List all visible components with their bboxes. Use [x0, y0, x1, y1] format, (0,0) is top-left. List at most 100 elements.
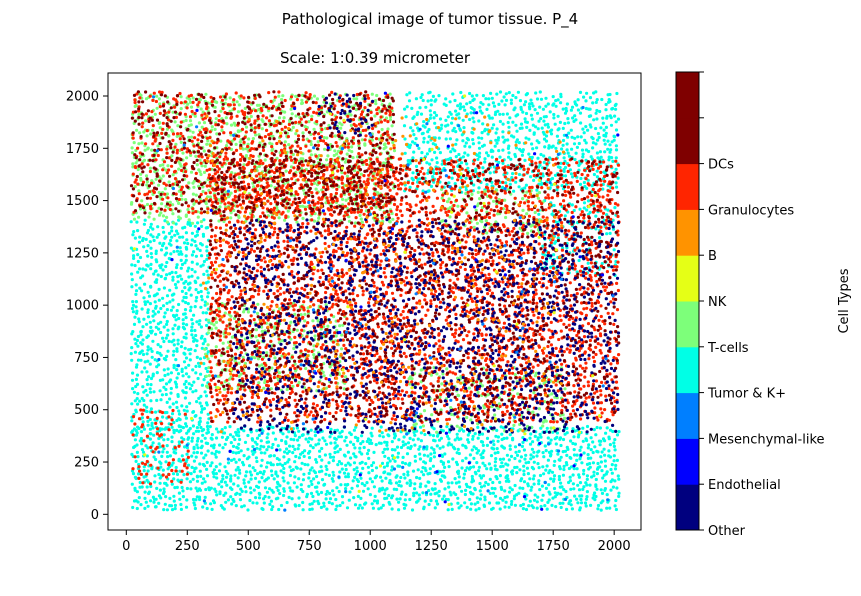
data-point: [132, 322, 137, 326]
data-point: [416, 499, 420, 503]
data-point: [258, 447, 262, 451]
data-point: [462, 472, 466, 476]
data-point: [573, 114, 577, 118]
data-point: [363, 483, 367, 487]
data-point: [408, 436, 412, 440]
data-point: [161, 468, 165, 472]
data-point: [162, 508, 166, 512]
data-point: [149, 383, 153, 387]
data-point: [507, 151, 511, 155]
data-point: [303, 319, 307, 323]
data-point: [138, 131, 142, 135]
data-point: [595, 108, 599, 113]
data-point: [529, 175, 533, 179]
data-point: [209, 464, 213, 468]
data-point: [510, 469, 515, 473]
data-point: [435, 502, 440, 506]
data-point: [153, 112, 157, 116]
data-point: [179, 258, 183, 262]
data-point: [229, 441, 233, 445]
data-point: [175, 472, 180, 476]
data-point: [336, 463, 340, 467]
data-point: [345, 443, 349, 447]
data-point: [272, 98, 276, 102]
data-point: [288, 486, 292, 490]
data-point: [575, 453, 579, 457]
data-point: [459, 105, 463, 109]
data-point: [433, 487, 437, 491]
data-point: [503, 505, 507, 509]
data-point: [544, 115, 548, 119]
data-point: [377, 507, 381, 511]
data-point: [511, 189, 516, 193]
data-point: [413, 433, 417, 437]
data-point: [346, 450, 350, 454]
data-point: [189, 105, 194, 109]
data-point: [187, 375, 191, 379]
data-point: [483, 464, 487, 468]
data-point: [355, 478, 359, 482]
data-point: [187, 463, 191, 467]
data-point: [527, 152, 531, 156]
data-point: [161, 163, 165, 167]
data-point: [340, 123, 344, 127]
data-point: [531, 147, 535, 151]
data-point: [192, 432, 196, 436]
data-point: [132, 254, 136, 258]
data-point: [571, 175, 575, 179]
data-point: [445, 367, 449, 371]
data-point: [414, 164, 419, 168]
data-point: [307, 476, 311, 480]
data-point: [385, 447, 390, 451]
data-point: [151, 339, 155, 343]
data-point: [529, 98, 533, 102]
data-point: [576, 108, 581, 112]
data-point: [446, 123, 450, 127]
data-point: [498, 480, 502, 484]
data-point: [194, 429, 198, 433]
data-point: [133, 263, 137, 268]
data-point: [433, 439, 437, 443]
data-point: [474, 447, 478, 451]
data-point: [170, 482, 174, 486]
data-point: [232, 499, 236, 503]
data-point: [580, 494, 584, 498]
data-point: [172, 250, 176, 254]
data-point: [429, 98, 433, 102]
data-point: [465, 102, 469, 106]
data-point: [403, 476, 407, 480]
data-point: [449, 150, 453, 154]
data-point: [481, 443, 485, 447]
data-point: [529, 432, 533, 436]
data-point: [200, 298, 204, 302]
data-point: [224, 475, 229, 479]
data-point: [136, 358, 141, 362]
data-point: [190, 325, 194, 329]
data-point: [370, 468, 374, 473]
data-point: [429, 492, 433, 496]
data-point: [463, 501, 467, 505]
data-point: [184, 505, 189, 509]
data-point: [528, 477, 532, 481]
data-point: [291, 125, 295, 129]
data-point: [191, 192, 195, 196]
data-point: [162, 487, 166, 491]
data-point: [535, 146, 539, 150]
data-point: [325, 136, 329, 140]
data-point: [204, 311, 208, 315]
data-point: [582, 201, 587, 205]
data-point: [438, 470, 443, 474]
data-point: [458, 186, 462, 190]
data-point: [541, 130, 546, 134]
data-point: [614, 156, 618, 160]
data-point: [553, 459, 557, 463]
data-point: [167, 339, 171, 343]
data-point: [253, 440, 257, 444]
data-point: [422, 473, 426, 477]
data-point: [325, 467, 329, 472]
data-point: [184, 198, 188, 202]
data-point: [259, 444, 263, 448]
data-point: [231, 435, 235, 439]
data-point: [349, 432, 353, 437]
data-point: [188, 387, 192, 391]
